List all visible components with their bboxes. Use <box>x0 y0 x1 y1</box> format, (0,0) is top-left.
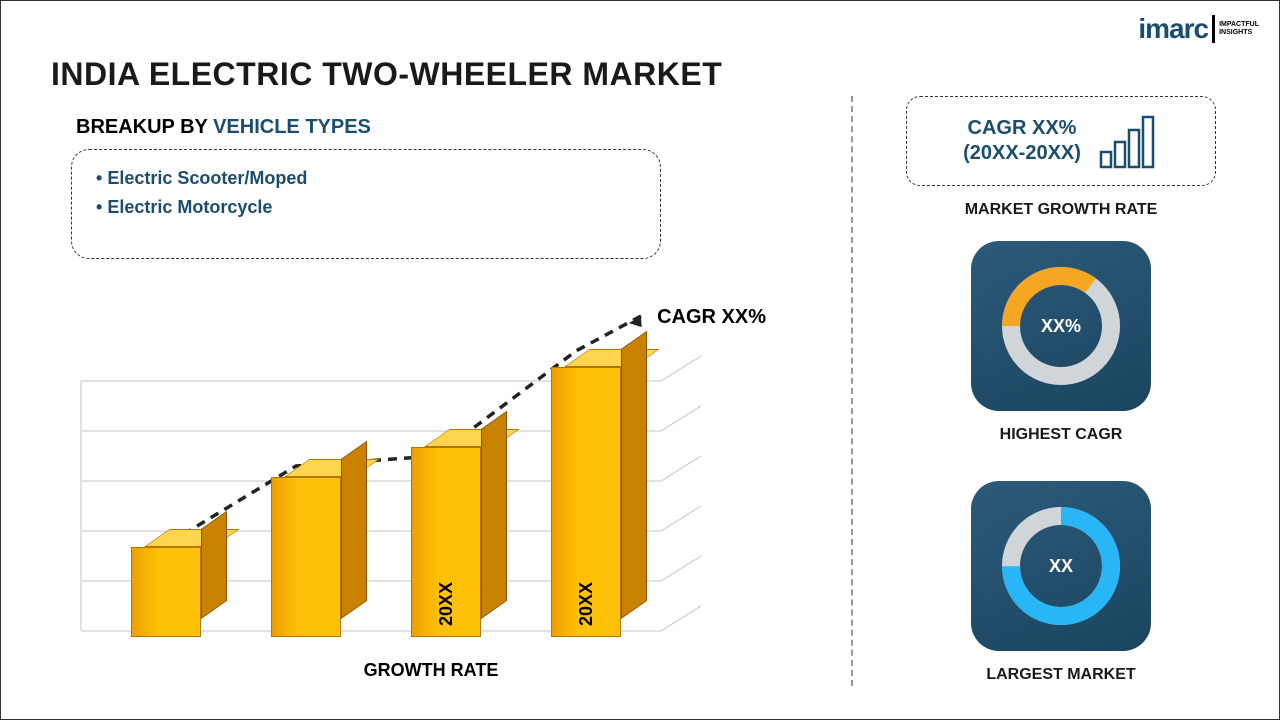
breakup-accent: VEHICLE TYPES <box>213 116 371 138</box>
logo-tagline-l1: IMPACTFUL <box>1219 21 1259 28</box>
chart-bar: 20XX <box>411 447 481 637</box>
cagr-line1: CAGR XX% <box>968 117 1077 139</box>
vehicle-item: • Electric Scooter/Moped <box>96 164 636 193</box>
logo-text: imarc <box>1138 13 1208 45</box>
donut-value: XX% <box>1041 316 1081 337</box>
bar-front-face <box>271 477 341 637</box>
bar-side-face <box>341 441 367 619</box>
chart-bar <box>271 477 341 637</box>
largest-market-tile: XX <box>971 481 1151 651</box>
donut-value: XX <box>1049 556 1073 577</box>
highest-cagr-tile: XX% <box>971 241 1151 411</box>
bar-label: 20XX <box>436 582 457 626</box>
logo-divider <box>1212 15 1215 43</box>
chart-xlabel: GROWTH RATE <box>71 660 791 681</box>
growth-rate-chart: CAGR XX% 20XX20XX GROWTH RATE <box>71 301 791 681</box>
page-title: INDIA ELECTRIC TWO-WHEELER MARKET <box>51 56 722 93</box>
largest-market-label: LARGEST MARKET <box>906 666 1216 684</box>
vehicle-item: • Electric Motorcycle <box>96 193 636 222</box>
breakup-prefix: BREAKUP BY <box>76 116 213 138</box>
mini-bars-icon <box>1099 114 1159 169</box>
vehicle-types-box: • Electric Scooter/Moped • Electric Moto… <box>71 149 661 259</box>
chart-bar <box>131 547 201 637</box>
bar-side-face <box>201 511 227 619</box>
cagr-text: CAGR XX% (20XX-20XX) <box>963 116 1081 166</box>
chart-bar: 20XX <box>551 367 621 637</box>
bar-label: 20XX <box>576 582 597 626</box>
bar-front-face: 20XX <box>411 447 481 637</box>
bar-front-face <box>131 547 201 637</box>
bar-side-face <box>481 411 507 619</box>
logo-tagline-l2: INSIGHTS <box>1219 29 1252 36</box>
vehicle-item-label: Electric Motorcycle <box>107 197 272 217</box>
section-divider <box>851 96 853 686</box>
trend-arrow-icon <box>629 316 646 332</box>
breakup-heading: BREAKUP BY VEHICLE TYPES <box>76 116 371 139</box>
bar-front-face: 20XX <box>551 367 621 637</box>
brand-logo: imarc IMPACTFUL INSIGHTS <box>1138 13 1259 45</box>
bar-side-face <box>621 331 647 619</box>
vehicle-item-label: Electric Scooter/Moped <box>107 168 307 188</box>
cagr-line2: (20XX-20XX) <box>963 142 1081 164</box>
cagr-summary-box: CAGR XX% (20XX-20XX) <box>906 96 1216 186</box>
highest-cagr-label: HIGHEST CAGR <box>906 426 1216 444</box>
market-growth-label: MARKET GROWTH RATE <box>906 201 1216 219</box>
logo-tagline: IMPACTFUL INSIGHTS <box>1219 21 1259 36</box>
